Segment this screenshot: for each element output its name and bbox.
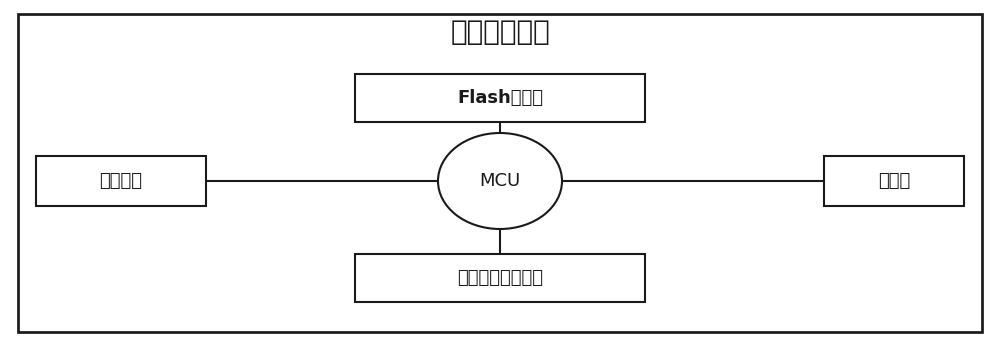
Ellipse shape (438, 133, 562, 229)
Text: 控制单元: 控制单元 (100, 172, 143, 190)
FancyBboxPatch shape (824, 156, 964, 206)
FancyBboxPatch shape (36, 156, 206, 206)
Text: MCU: MCU (479, 172, 521, 190)
Text: 分电池管理器: 分电池管理器 (450, 18, 550, 46)
FancyBboxPatch shape (355, 254, 645, 302)
FancyBboxPatch shape (18, 14, 982, 332)
Text: 第二无线通讯模块: 第二无线通讯模块 (457, 269, 543, 287)
Text: 采集器: 采集器 (878, 172, 910, 190)
FancyBboxPatch shape (355, 74, 645, 122)
Text: Flash存储器: Flash存储器 (457, 89, 543, 107)
